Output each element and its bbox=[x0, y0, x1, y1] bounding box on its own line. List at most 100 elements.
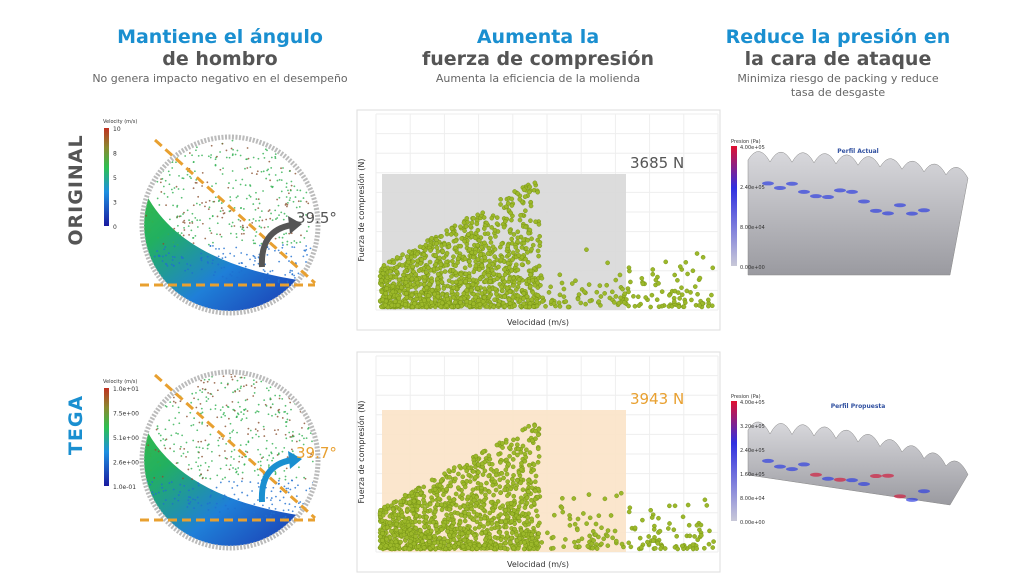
dot bbox=[265, 439, 268, 442]
pressure-spot bbox=[846, 478, 858, 483]
dot bbox=[209, 229, 212, 232]
dot bbox=[285, 487, 288, 490]
dot bbox=[212, 241, 214, 244]
scatter-texture bbox=[707, 528, 712, 534]
dot bbox=[271, 185, 274, 188]
dot bbox=[200, 259, 203, 262]
dot bbox=[311, 214, 314, 217]
scatter-texture bbox=[525, 250, 530, 255]
scatter-texture bbox=[514, 287, 519, 292]
scatter-texture bbox=[561, 294, 567, 299]
scatter-texture bbox=[700, 254, 706, 260]
dot bbox=[172, 241, 175, 244]
dot bbox=[154, 406, 156, 409]
dot bbox=[231, 221, 234, 224]
dot bbox=[204, 462, 207, 464]
scatter-texture bbox=[503, 519, 508, 524]
dot bbox=[277, 204, 280, 207]
dot bbox=[235, 470, 238, 473]
dot bbox=[254, 411, 257, 414]
dot bbox=[201, 421, 204, 424]
scatter-texture bbox=[560, 496, 565, 501]
dot bbox=[170, 481, 173, 483]
scatter-texture bbox=[416, 500, 422, 505]
dot bbox=[177, 188, 180, 190]
scatter-texture bbox=[416, 268, 422, 273]
legend-tick: 1.0e-01 bbox=[113, 484, 136, 491]
dot bbox=[263, 374, 265, 376]
dot bbox=[141, 132, 143, 134]
dot bbox=[254, 235, 257, 237]
dot bbox=[141, 486, 143, 488]
dot bbox=[154, 381, 157, 383]
scatter-texture bbox=[680, 514, 686, 520]
dot bbox=[238, 455, 241, 458]
scatter-texture bbox=[524, 294, 530, 299]
dot bbox=[234, 375, 236, 378]
scatter-texture bbox=[536, 253, 541, 259]
dot bbox=[204, 205, 206, 208]
scatter-texture bbox=[449, 304, 455, 310]
scatter-texture bbox=[449, 524, 455, 530]
scatter-texture bbox=[478, 482, 484, 487]
dot bbox=[234, 153, 237, 156]
dot bbox=[157, 396, 160, 399]
dot bbox=[183, 229, 186, 231]
dot bbox=[266, 253, 269, 256]
dot bbox=[156, 180, 159, 183]
scatter-texture bbox=[471, 532, 477, 538]
scatter-texture bbox=[503, 204, 509, 210]
scatter-texture bbox=[428, 508, 433, 513]
scatter-texture bbox=[448, 232, 454, 237]
dot bbox=[295, 241, 298, 244]
scatter-texture bbox=[444, 512, 449, 518]
scatter-texture bbox=[533, 473, 539, 479]
scatter-texture bbox=[524, 500, 530, 506]
dot bbox=[229, 199, 232, 202]
dot bbox=[310, 151, 313, 154]
dot bbox=[255, 433, 257, 436]
scatter-texture bbox=[475, 285, 480, 291]
dot bbox=[188, 152, 191, 154]
dot bbox=[305, 261, 307, 263]
dot bbox=[153, 161, 156, 164]
legend-tick: 10 bbox=[113, 126, 121, 133]
scatter-texture bbox=[560, 509, 566, 515]
dot bbox=[236, 149, 239, 152]
dot bbox=[153, 477, 156, 479]
dot bbox=[240, 385, 242, 388]
dot bbox=[183, 211, 185, 214]
scatter-texture bbox=[704, 503, 710, 508]
scatter-texture bbox=[482, 515, 487, 521]
scatter-texture bbox=[434, 266, 440, 272]
dot bbox=[271, 503, 274, 506]
dot bbox=[219, 366, 221, 368]
scatter-texture bbox=[486, 453, 492, 458]
dot bbox=[219, 210, 222, 213]
dot bbox=[232, 367, 234, 369]
dot bbox=[178, 411, 180, 414]
dot bbox=[194, 216, 197, 219]
dot bbox=[318, 182, 320, 184]
dot bbox=[235, 232, 238, 235]
dot bbox=[161, 255, 164, 258]
dot bbox=[299, 525, 302, 528]
dot bbox=[231, 270, 234, 273]
scatter-texture bbox=[471, 215, 476, 221]
pressure-spot bbox=[786, 181, 798, 186]
dot bbox=[256, 410, 258, 413]
dot bbox=[263, 428, 265, 431]
scatter-texture bbox=[421, 545, 427, 550]
dot bbox=[177, 136, 179, 138]
dot bbox=[146, 135, 148, 137]
dot bbox=[274, 174, 277, 176]
dot bbox=[282, 496, 285, 499]
dot bbox=[200, 268, 203, 271]
dot bbox=[198, 474, 201, 477]
scatter-texture bbox=[498, 202, 503, 207]
scatter-texture bbox=[499, 470, 505, 476]
scatter-texture bbox=[450, 258, 455, 264]
scatter-texture bbox=[698, 522, 704, 528]
dot bbox=[243, 376, 246, 379]
scatter-texture bbox=[482, 240, 487, 246]
